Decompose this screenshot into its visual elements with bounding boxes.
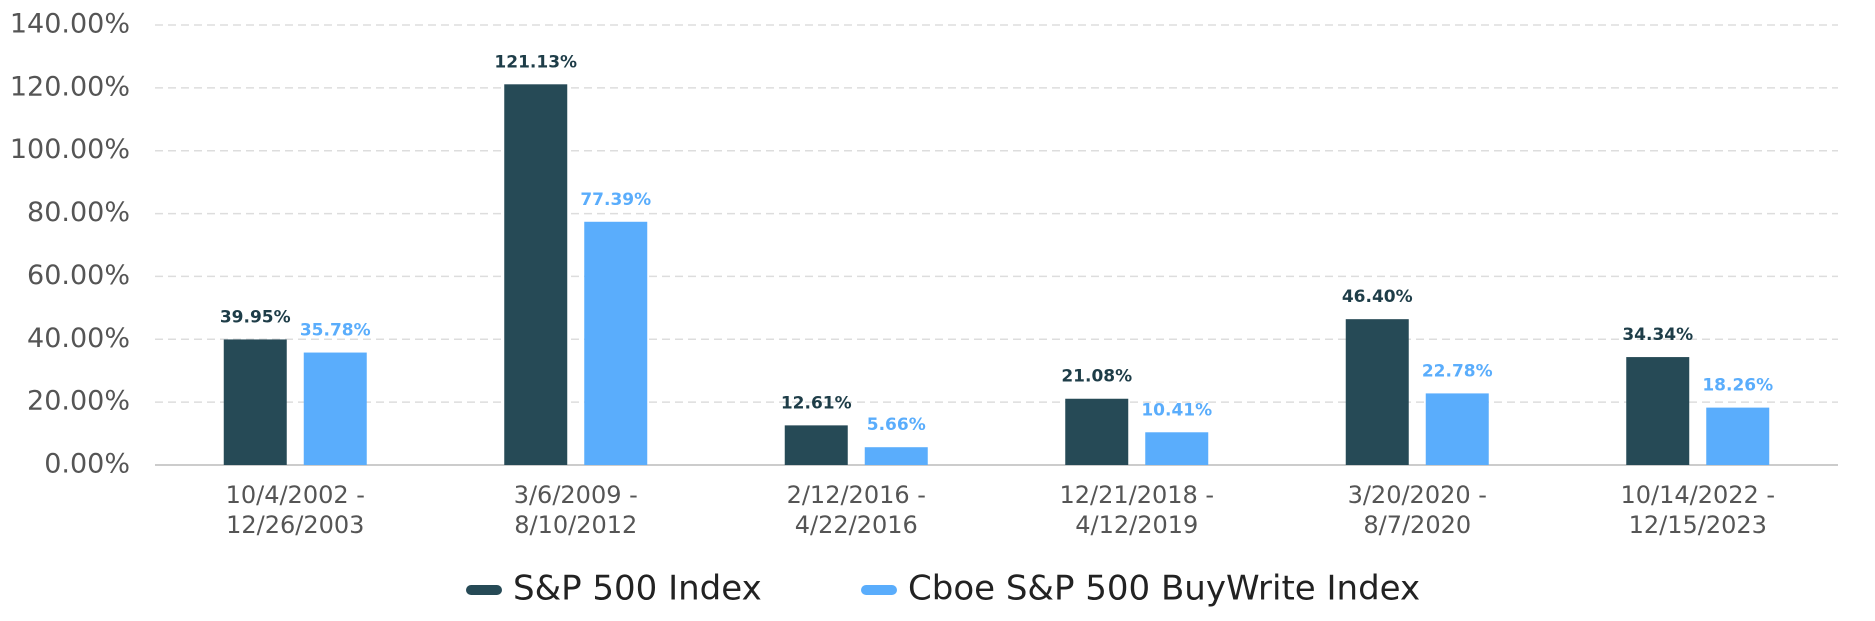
value-label: 34.34%	[1622, 325, 1693, 345]
value-label: 35.78%	[300, 321, 371, 341]
y-tick-label: 80.00%	[27, 197, 130, 228]
bar	[1626, 357, 1690, 465]
bar	[1345, 319, 1409, 465]
y-tick-label: 40.00%	[27, 323, 130, 354]
bar	[1706, 407, 1770, 465]
bar	[584, 221, 648, 465]
x-tick-label: 2/12/2016 - 4/22/2016	[786, 481, 926, 539]
y-tick-label: 100.00%	[10, 134, 130, 165]
bar	[1065, 398, 1129, 465]
bar	[223, 339, 287, 465]
y-tick-label: 120.00%	[10, 71, 130, 102]
bar	[1145, 432, 1209, 465]
value-label: 77.39%	[580, 190, 651, 210]
value-label: 5.66%	[867, 415, 926, 435]
x-tick-label: 3/6/2009 - 8/10/2012	[513, 481, 638, 539]
legend-label: Cboe S&P 500 BuyWrite Index	[908, 569, 1420, 609]
bar	[303, 352, 367, 465]
x-tick-label: 3/20/2020 - 8/7/2020	[1347, 481, 1487, 539]
x-tick-label: 10/4/2002 - 12/26/2003	[225, 481, 365, 539]
value-label: 22.78%	[1422, 361, 1493, 381]
y-tick-label: 0.00%	[44, 449, 130, 480]
y-tick-label: 140.00%	[10, 9, 130, 40]
value-label: 121.13%	[494, 52, 577, 72]
bar	[1425, 393, 1489, 465]
value-label: 46.40%	[1342, 287, 1413, 307]
value-label: 39.95%	[220, 307, 291, 327]
legend-label: S&P 500 Index	[513, 569, 762, 609]
bar	[864, 447, 928, 465]
value-label: 18.26%	[1702, 376, 1773, 396]
value-label: 10.41%	[1141, 400, 1212, 420]
x-tick-label: 10/14/2022 - 12/15/2023	[1620, 481, 1776, 539]
y-tick-label: 20.00%	[27, 386, 130, 417]
y-tick-label: 60.00%	[27, 260, 130, 291]
value-label: 21.08%	[1061, 367, 1132, 387]
bar	[504, 84, 568, 465]
value-label: 12.61%	[781, 393, 852, 413]
bar	[784, 425, 848, 465]
x-tick-label: 12/21/2018 - 4/12/2019	[1059, 481, 1215, 539]
